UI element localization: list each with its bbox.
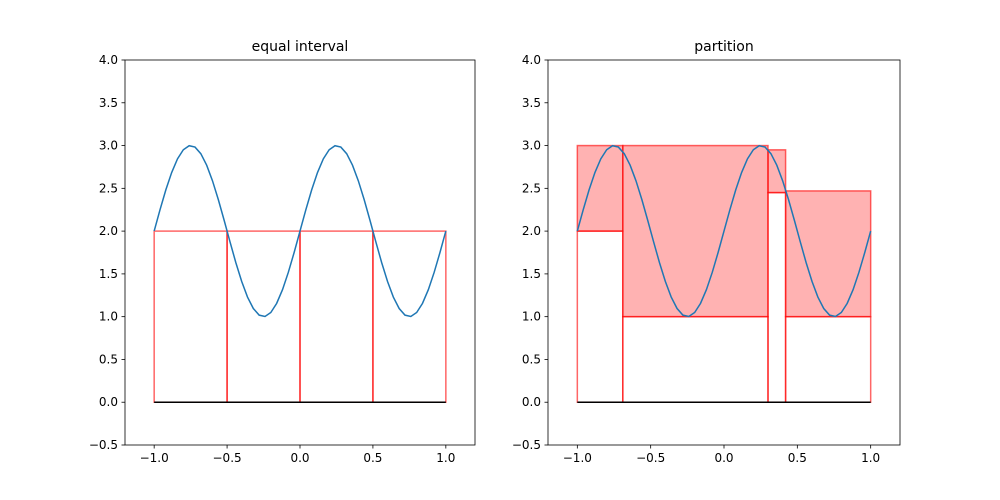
axes-equal-interval: equal interval −1.0 −0.5 0.0 0.5 1.0 −0.5 0.0 0… [89, 39, 476, 465]
y-tick-label: 0.0 [99, 395, 118, 409]
x-tick-label: 1.0 [861, 451, 880, 465]
chart-title: partition [694, 39, 753, 55]
outline-rectangle [299, 230, 374, 403]
x-tick-label: −0.5 [213, 451, 242, 465]
y-tick-label: 2.5 [522, 181, 541, 195]
y-tick-label: 3.5 [99, 96, 118, 110]
shaded-rectangle [576, 144, 624, 232]
outline-rectangle [576, 230, 624, 403]
x-tick-label: −1.0 [563, 451, 592, 465]
y-tick-label: 0.5 [99, 352, 118, 366]
outline-rectangle [622, 315, 769, 403]
y-tick-label: 1.0 [99, 310, 118, 324]
function-curve [153, 144, 447, 318]
y-tick-label: 4.0 [99, 53, 118, 67]
y-tick-label: 1.0 [522, 310, 541, 324]
y-tick-label: 1.5 [522, 267, 541, 281]
y-tick-label: −0.5 [512, 438, 541, 452]
axes-partition: partition −1.0 −0.5 0.0 0.5 1.0 −0.5 0.0 0.5 1.0… [512, 39, 901, 465]
chart-title: equal interval [252, 39, 349, 55]
function-curve [576, 144, 872, 318]
y-tick-label: 3.0 [99, 139, 118, 153]
y-tick-label: 3.0 [522, 139, 541, 153]
y-tick-label: 3.5 [522, 96, 541, 110]
outline-rectangle [153, 230, 228, 403]
x-tick-label: −1.0 [140, 451, 169, 465]
y-tick-label: 2.5 [99, 181, 118, 195]
y-tick-label: 2.0 [99, 224, 118, 238]
outline-rectangle [767, 191, 787, 403]
x-tick-label: 1.0 [436, 451, 455, 465]
y-tick-label: 1.5 [99, 267, 118, 281]
outline-rectangle [784, 315, 872, 403]
x-tick-label: −0.5 [636, 451, 665, 465]
x-tick-label: 0.0 [714, 451, 733, 465]
y-tick-label: 2.0 [522, 224, 541, 238]
x-tick-label: 0.0 [290, 451, 309, 465]
y-tick-label: 0.0 [522, 395, 541, 409]
x-tick-label: 0.5 [363, 451, 382, 465]
y-tick-label: −0.5 [89, 438, 118, 452]
shaded-rectangle [767, 149, 787, 194]
y-tick-label: 0.5 [522, 352, 541, 366]
x-tick-label: 0.5 [788, 451, 807, 465]
y-tick-label: 4.0 [522, 53, 541, 67]
shaded-rectangle [784, 190, 872, 318]
shaded-rectangle [622, 144, 769, 318]
